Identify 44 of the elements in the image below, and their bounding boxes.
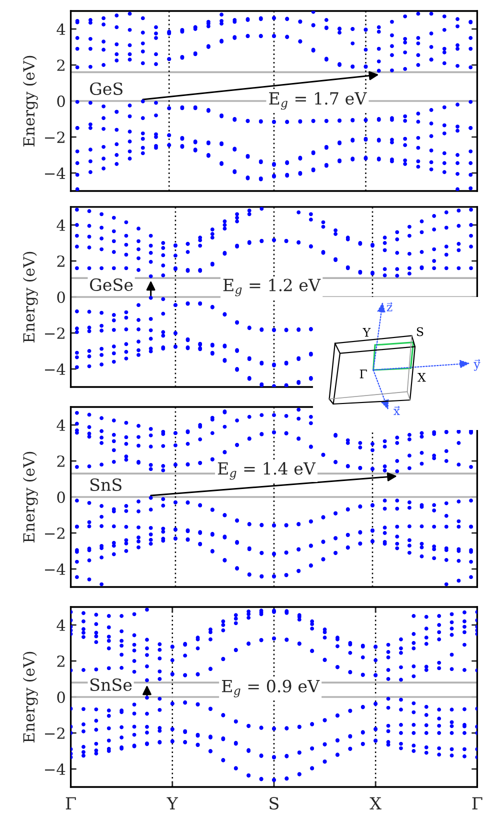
x-tick-label: Y (166, 797, 178, 810)
annotation: Γ (360, 370, 367, 378)
x-tick-label: S (270, 797, 278, 810)
y-tick-label: 2 (57, 455, 64, 467)
annotation: X (418, 372, 426, 382)
y-axis-title: Energy (eV) (22, 652, 38, 742)
annotation: E$_{g}$ = 1.4 eV (218, 462, 316, 480)
text: SnS (90, 478, 122, 492)
y-tick-label: 4 (56, 619, 66, 631)
y-tick-label: 4 (56, 23, 66, 35)
annotation: z⃗ (386, 302, 392, 312)
x-tick-label: Γ (472, 797, 482, 810)
y-tick-label: 0 (57, 691, 65, 704)
y-tick-label: −4 (45, 763, 66, 775)
annotation: S (416, 327, 424, 336)
y-tick-label: 4 (56, 419, 66, 431)
annotation: E$_{g}$ = 1.2 eV (223, 278, 321, 296)
y-tick-label: −4 (45, 563, 66, 575)
y-axis-title: Energy (eV) (22, 252, 38, 342)
y-tick-label: 4 (56, 219, 66, 231)
x-tick-label: X (370, 797, 382, 810)
text: GeS (90, 82, 122, 96)
y-tick-label: 0 (57, 491, 65, 504)
y-tick-label: 2 (57, 255, 64, 267)
annotation: E$_{g}$ = 1.7 eV (269, 92, 367, 110)
y-tick-label: −2 (45, 131, 64, 143)
y-tick-label: −4 (45, 167, 66, 179)
annotation: y⃗ (474, 359, 480, 371)
text: GeSe (90, 278, 133, 292)
y-tick-label: 0 (57, 95, 65, 108)
annotation: E$_{g}$ = 0.9 eV (222, 680, 320, 698)
annotation: Y (362, 328, 371, 337)
y-tick-label: −4 (45, 363, 66, 375)
x-tick-label: Γ (66, 797, 76, 810)
y-tick-label: 2 (57, 59, 64, 71)
annotation: x⃗ (394, 406, 400, 415)
y-tick-label: 0 (57, 291, 65, 304)
text: SnSe (90, 678, 132, 692)
y-tick-label: −2 (45, 527, 64, 539)
y-tick-label: −2 (45, 727, 64, 739)
y-axis-title: Energy (eV) (22, 452, 38, 542)
y-tick-label: −2 (45, 327, 64, 339)
y-tick-label: 2 (57, 655, 64, 667)
y-axis-title: Energy (eV) (22, 56, 38, 146)
